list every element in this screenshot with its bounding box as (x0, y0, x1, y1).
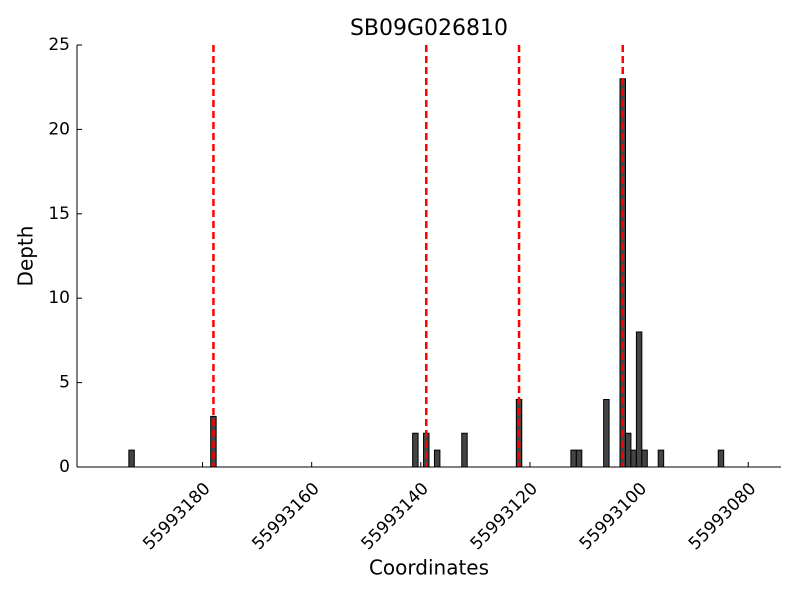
x-tick-label: 55993120 (467, 479, 542, 554)
y-axis-label: Depth (14, 226, 38, 287)
x-tick-label: 55993080 (685, 479, 760, 554)
bar (128, 449, 135, 468)
bar (657, 449, 665, 468)
x-tick-label: 55993180 (139, 479, 214, 554)
bar (717, 449, 725, 468)
bar (641, 449, 648, 468)
chart-title: SB09G026810 (350, 16, 508, 41)
y-tick-label: 20 (48, 119, 70, 139)
bar (570, 449, 577, 468)
y-tick-label: 25 (48, 35, 70, 55)
bar (412, 432, 419, 468)
bar (461, 432, 468, 468)
bar (433, 449, 441, 468)
bar (575, 449, 583, 468)
bar (635, 331, 643, 468)
y-tick-label: 15 (48, 204, 70, 224)
y-tick-label: 0 (59, 457, 70, 477)
bar (624, 432, 632, 468)
x-axis-label: Coordinates (369, 556, 489, 580)
y-tick-label: 5 (59, 373, 70, 393)
x-tick-label: 55993160 (248, 479, 323, 554)
bar (630, 449, 637, 468)
x-tick-label: 55993100 (576, 479, 651, 554)
y-tick-label: 10 (48, 288, 70, 308)
x-tick-label: 55993140 (358, 479, 433, 554)
bar (603, 398, 610, 468)
bar (423, 432, 430, 468)
